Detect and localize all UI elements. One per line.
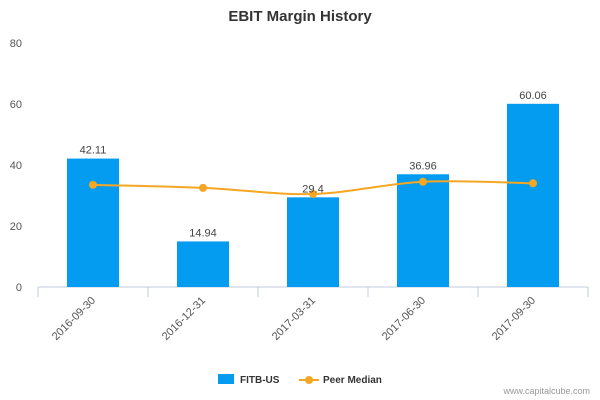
y-tick-label: 80 [10,38,22,50]
data-label: 14.94 [189,227,217,239]
data-label: 42.11 [80,145,107,157]
line-point[interactable] [89,180,97,189]
bar[interactable] [67,158,119,287]
line-point[interactable] [419,177,427,186]
data-labels: 42.11 14.94 29.4 36.96 60.06 [80,90,547,240]
line-point[interactable] [529,179,537,188]
bar[interactable] [397,174,449,287]
y-tick-label: 40 [10,160,22,172]
x-tick-label: 2016-09-30 [50,295,98,343]
y-tick-label: 20 [10,221,22,233]
bar[interactable] [507,103,559,287]
line-series [89,177,537,198]
x-tick-label: 2016-12-31 [160,295,208,343]
y-tick-label: 60 [10,99,22,111]
data-label: 60.06 [519,90,547,102]
chart-title: EBIT Margin History [228,8,372,25]
legend: FITB-US Peer Median [218,374,382,386]
legend-label-peer[interactable]: Peer Median [323,375,382,386]
y-axis: 0 20 40 60 80 [10,38,22,294]
y-tick-label: 0 [16,282,22,294]
bar[interactable] [177,241,229,287]
line-point[interactable] [199,183,207,192]
legend-label-fitb[interactable]: FITB-US [240,375,280,386]
legend-swatch-peer-marker [305,376,313,384]
line-point[interactable] [309,189,317,198]
x-axis: 2016-09-30 2016-12-31 2017-03-31 2017-06-30… [37,286,589,343]
bar[interactable] [287,197,339,287]
x-tick-label: 2017-09-30 [490,295,538,343]
x-tick-label: 2017-06-30 [380,295,428,343]
data-label: 29.4 [302,183,323,195]
bar-series [67,103,559,287]
x-tick-label: 2017-03-31 [270,295,318,343]
data-label: 36.96 [409,160,437,172]
credit-text: www.capitalcube.com [502,386,590,396]
legend-swatch-fitb [218,374,234,384]
